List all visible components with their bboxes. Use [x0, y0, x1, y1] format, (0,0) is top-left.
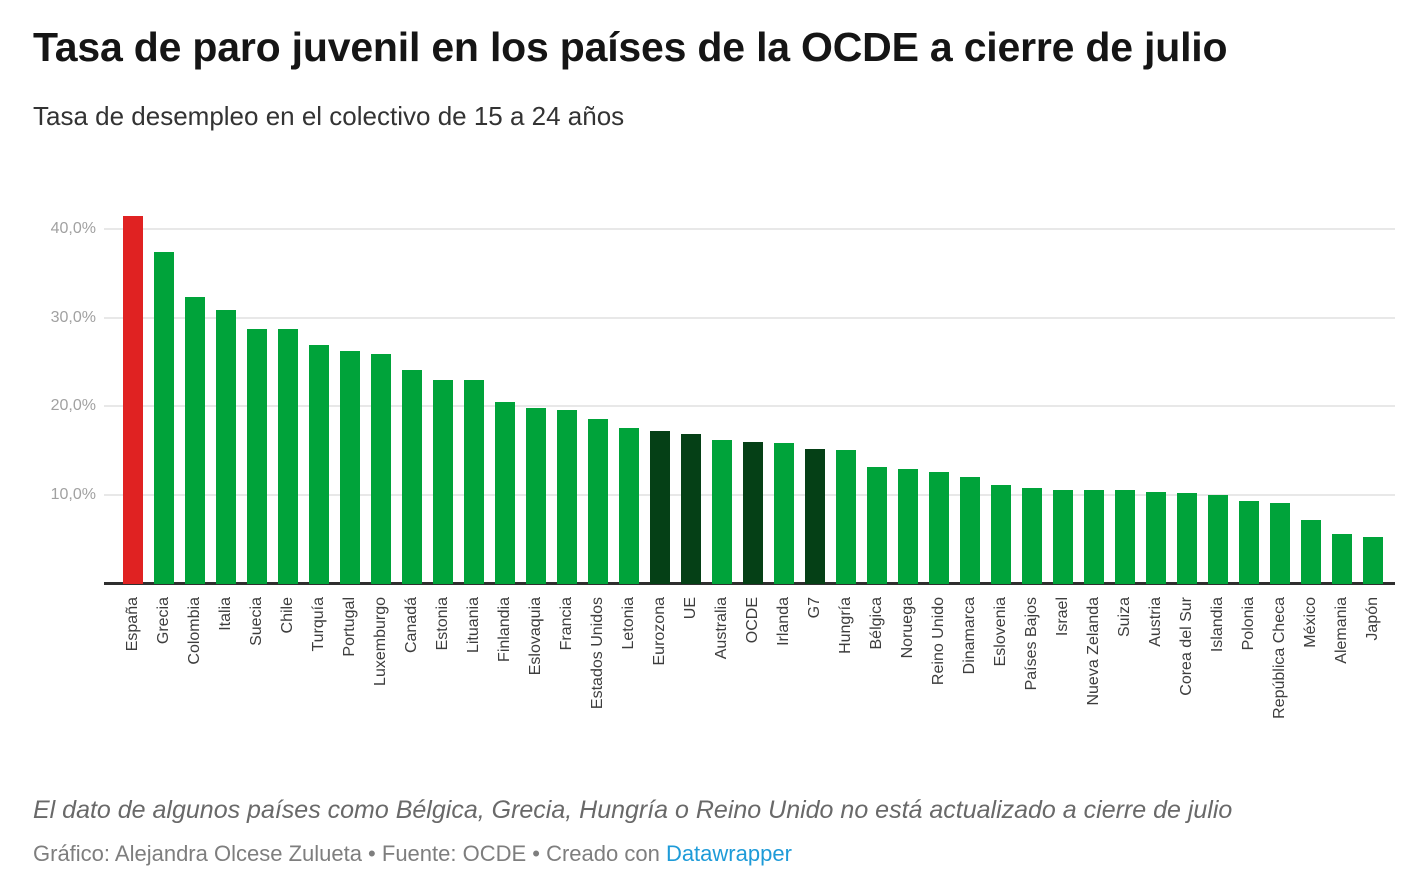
x-label-colombia: Colombia — [186, 597, 203, 665]
bar-republica-checa[interactable] — [1270, 503, 1290, 584]
x-label-espana: España — [124, 597, 141, 652]
bar-ocde[interactable] — [743, 442, 763, 584]
bar-chart-plot: 40,0% 30,0% 20,0% 10,0% España Grecia Colombia… — [0, 200, 1416, 780]
bar-lituania[interactable] — [464, 380, 484, 584]
gridline-30 — [104, 316, 1395, 319]
bar-g7[interactable] — [805, 449, 825, 584]
x-label-grecia: Grecia — [155, 597, 172, 645]
x-label-suiza: Suiza — [1116, 597, 1133, 638]
bar-israel[interactable] — [1053, 490, 1073, 584]
x-label-corea-del-sur: Corea del Sur — [1178, 597, 1195, 696]
bar-luxemburgo[interactable] — [371, 354, 391, 584]
x-label-israel: Israel — [1054, 597, 1071, 637]
x-label-estados-unidos: Estados Unidos — [589, 597, 606, 710]
bar-francia[interactable] — [557, 410, 577, 584]
bar-eslovaquia[interactable] — [526, 408, 546, 584]
chart-title: Tasa de paro juvenil en los países de la… — [33, 24, 1228, 70]
x-label-reino-unido: Reino Unido — [930, 597, 947, 686]
y-tick-label-20: 20,0% — [50, 397, 96, 414]
x-label-estonia: Estonia — [434, 597, 451, 651]
bar-austria[interactable] — [1146, 492, 1166, 584]
bar-italia[interactable] — [216, 310, 236, 584]
x-label-canada: Canadá — [403, 597, 420, 654]
bar-portugal[interactable] — [340, 351, 360, 584]
x-label-italia: Italia — [217, 597, 234, 631]
bar-estados-unidos[interactable] — [588, 419, 608, 584]
bar-chile[interactable] — [278, 329, 298, 584]
bar-espana[interactable] — [123, 216, 143, 584]
x-label-finlandia: Finlandia — [496, 597, 513, 662]
x-label-austria: Austria — [1147, 597, 1164, 647]
bar-eurozona[interactable] — [650, 431, 670, 584]
x-label-letonia: Letonia — [620, 597, 637, 650]
bar-finlandia[interactable] — [495, 402, 515, 584]
bar-alemania[interactable] — [1332, 534, 1352, 584]
gridline-20 — [104, 405, 1395, 407]
x-label-noruega: Noruega — [899, 597, 916, 659]
bar-suiza[interactable] — [1115, 490, 1135, 584]
gridline-40 — [104, 228, 1395, 230]
x-label-portugal: Portugal — [341, 597, 358, 657]
x-label-luxemburgo: Luxemburgo — [372, 597, 389, 686]
bar-islandia[interactable] — [1208, 495, 1228, 584]
bar-noruega[interactable] — [898, 469, 918, 584]
bar-letonia[interactable] — [619, 428, 639, 584]
x-label-dinamarca: Dinamarca — [961, 597, 978, 675]
bar-eslovenia[interactable] — [991, 485, 1011, 584]
x-label-islandia: Islandia — [1209, 597, 1226, 653]
x-label-hungria: Hungría — [837, 597, 854, 654]
chart-note: El dato de algunos países como Bélgica, … — [33, 796, 1233, 824]
x-label-australia: Australia — [713, 597, 730, 660]
x-label-alemania: Alemania — [1333, 597, 1350, 664]
bar-reino-unido[interactable] — [929, 472, 949, 584]
bar-paises-bajos[interactable] — [1022, 488, 1042, 584]
x-label-eslovenia: Eslovenia — [992, 597, 1009, 667]
x-label-chile: Chile — [279, 597, 296, 634]
bar-mexico[interactable] — [1301, 520, 1321, 584]
x-label-francia: Francia — [558, 597, 575, 651]
y-tick-label-30: 30,0% — [50, 308, 96, 326]
x-label-irlanda: Irlanda — [775, 597, 792, 646]
bar-corea-del-sur[interactable] — [1177, 493, 1197, 584]
x-label-turquia: Turquía — [310, 597, 327, 652]
credit-text: Gráfico: Alejandra Olcese Zulueta • Fuen… — [33, 841, 666, 866]
bar-australia[interactable] — [712, 440, 732, 584]
bar-belgica[interactable] — [867, 467, 887, 584]
x-label-japon: Japón — [1364, 597, 1381, 641]
bar-colombia[interactable] — [185, 297, 205, 584]
bar-irlanda[interactable] — [774, 443, 794, 584]
x-label-lituania: Lituania — [465, 597, 482, 654]
x-label-g7: G7 — [806, 597, 823, 619]
y-tick-label-10: 10,0% — [50, 485, 96, 503]
bar-ue[interactable] — [681, 434, 701, 584]
bar-japon[interactable] — [1363, 537, 1383, 584]
x-label-republica-checa: República Checa — [1271, 597, 1288, 719]
y-tick-label-40: 40,0% — [50, 220, 96, 237]
x-label-polonia: Polonia — [1240, 597, 1257, 651]
x-label-ue: UE — [682, 597, 699, 620]
bar-dinamarca[interactable] — [960, 477, 980, 584]
bar-suecia[interactable] — [247, 329, 267, 584]
datawrapper-link[interactable]: Datawrapper — [665, 841, 792, 866]
bar-grecia[interactable] — [154, 252, 174, 584]
bar-polonia[interactable] — [1239, 501, 1259, 584]
x-label-eslovaquia: Eslovaquia — [527, 597, 544, 676]
x-label-suecia: Suecia — [248, 597, 265, 646]
x-label-ocde: OCDE — [744, 597, 761, 644]
bar-canada[interactable] — [402, 370, 422, 584]
x-label-belgica: Bélgica — [868, 597, 885, 650]
chart-credit: Gráfico: Alejandra Olcese Zulueta • Fuen… — [33, 841, 1393, 867]
bar-hungria[interactable] — [836, 450, 856, 584]
x-label-mexico: México — [1302, 597, 1319, 648]
x-label-nueva-zelanda: Nueva Zelanda — [1085, 597, 1102, 706]
bar-estonia[interactable] — [433, 380, 453, 584]
bar-turquia[interactable] — [309, 345, 329, 584]
x-label-eurozona: Eurozona — [651, 597, 668, 666]
chart-subtitle: Tasa de desempleo en el colectivo de 15 … — [33, 101, 625, 131]
bar-nueva-zelanda[interactable] — [1084, 490, 1104, 584]
x-label-paises-bajos: Países Bajos — [1023, 597, 1040, 691]
